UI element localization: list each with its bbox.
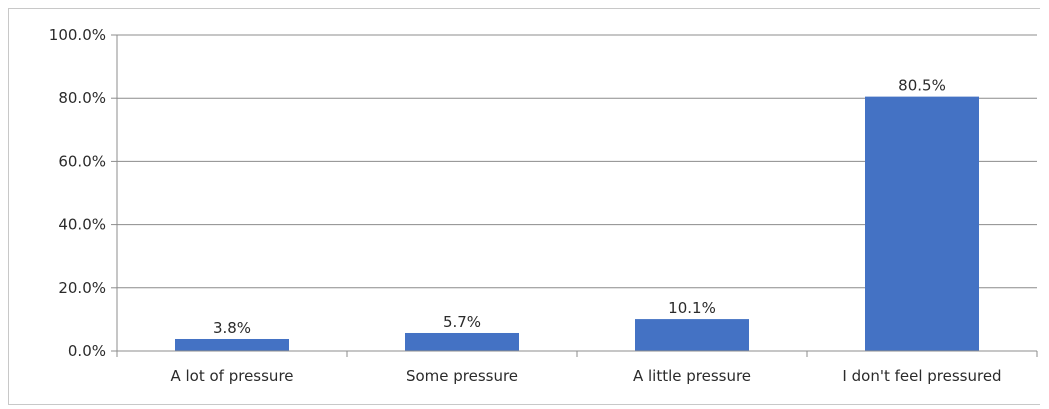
category-label: A little pressure (633, 367, 751, 385)
bar (635, 319, 749, 351)
data-label: 5.7% (443, 313, 481, 331)
x-axis: A lot of pressure Some pressure A little p… (116, 350, 1038, 385)
data-label: 80.5% (898, 77, 946, 95)
bar (865, 96, 979, 352)
y-tick-label: 100.0% (49, 26, 106, 44)
y-tick-label: 60.0% (58, 152, 106, 170)
bar (405, 332, 519, 351)
y-axis: 0.0% 20.0% 40.0% 60.0% 80.0% 100.0% (49, 26, 118, 360)
category-label: Some pressure (406, 367, 518, 385)
category-label: I don't feel pressured (842, 367, 1001, 385)
y-tick-label: 0.0% (68, 342, 106, 360)
bar (175, 338, 289, 351)
y-tick-label: 40.0% (58, 216, 106, 234)
y-tick-label: 80.0% (58, 89, 106, 107)
data-label: 10.1% (668, 299, 716, 317)
category-label: A lot of pressure (170, 367, 293, 385)
y-tick-label: 20.0% (58, 279, 106, 297)
data-label: 3.8% (213, 319, 251, 337)
bars: 3.8% 5.7% 10.1% 80.5% (175, 77, 979, 352)
